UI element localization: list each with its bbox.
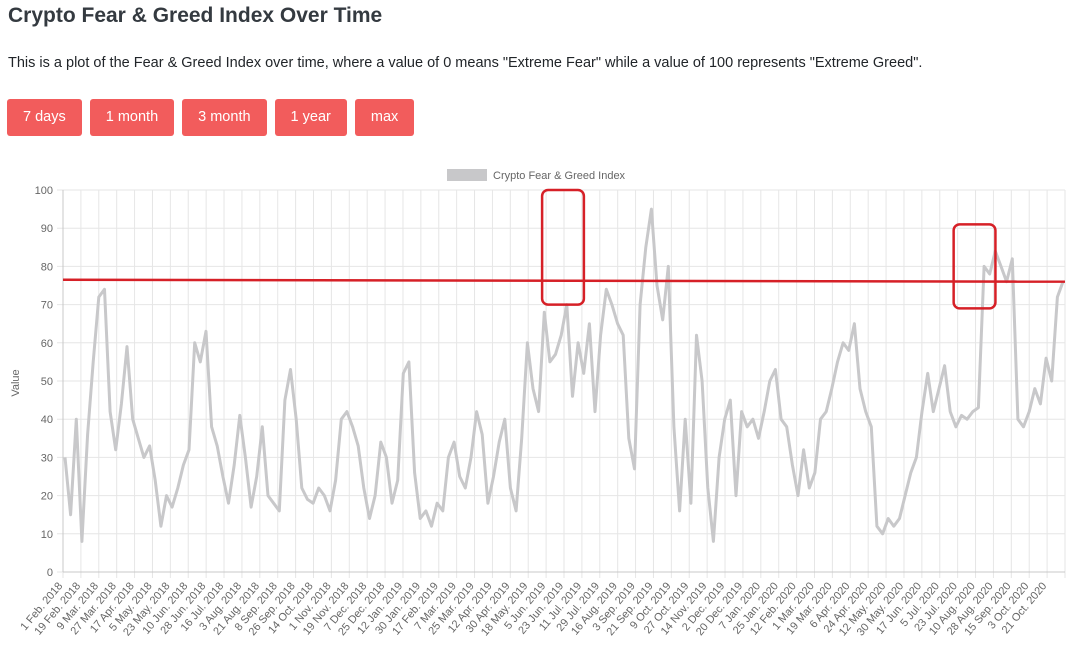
reference-line (62, 278, 1066, 283)
y-tick-label: 60 (41, 338, 53, 350)
annotation-box-2 (952, 223, 997, 310)
range-1-month-button[interactable]: 1 month (89, 99, 175, 136)
series-line-fear-greed (63, 207, 1065, 543)
range-max-button[interactable]: max (354, 99, 415, 136)
page-title: Crypto Fear & Greed Index Over Time (8, 4, 383, 27)
y-tick-label: 0 (47, 567, 53, 579)
fear-greed-chart: Crypto Fear & Greed Index Value 0 10 20 30 4… (10, 169, 1066, 638)
page-description: This is a plot of the Fear & Greed Index… (8, 55, 923, 71)
y-tick-label: 70 (41, 300, 53, 312)
legend-label: Crypto Fear & Greed Index (493, 170, 626, 182)
y-tick-label: 30 (41, 452, 53, 464)
annotation-box-1 (540, 188, 586, 306)
chart-legend[interactable]: Crypto Fear & Greed Index (447, 169, 626, 182)
y-tick-label: 50 (41, 376, 53, 388)
range-button-group: 7 days 1 month 3 month 1 year max (7, 99, 415, 136)
y-tick-label: 90 (41, 223, 53, 235)
y-tick-label: 40 (41, 414, 53, 426)
y-tick-label: 20 (41, 491, 53, 503)
y-tick-label: 100 (35, 185, 53, 197)
range-7-days-button[interactable]: 7 days (7, 99, 82, 136)
range-1-year-button[interactable]: 1 year (274, 99, 347, 136)
range-3-month-button[interactable]: 3 month (182, 99, 267, 136)
y-tick-label: 10 (41, 529, 53, 541)
y-axis-label: Value (10, 369, 22, 396)
y-tick-label: 80 (41, 261, 53, 273)
legend-swatch (447, 169, 487, 181)
